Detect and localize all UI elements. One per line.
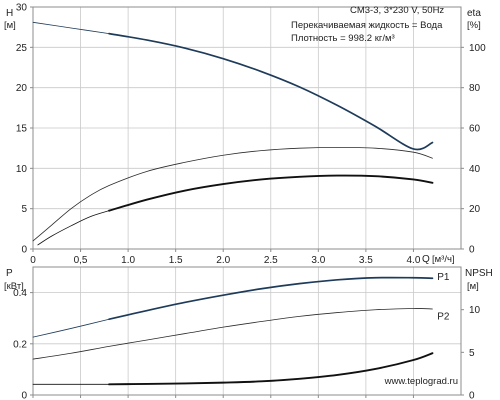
top-left-tick-label: 30 xyxy=(16,3,28,14)
top-left-tick-label: 20 xyxy=(16,83,28,94)
p1-curve xyxy=(108,276,434,321)
x-tick-label: 3.0 xyxy=(311,255,325,266)
p2-curve xyxy=(32,308,433,360)
x-tick-label: 1.5 xyxy=(169,255,183,266)
bottom-right-axis-label: NPSH xyxy=(465,268,493,279)
density-label: Плотность = 998.2 кг/м³ xyxy=(291,33,395,44)
top-left-axis-unit: [м] xyxy=(4,20,16,31)
bottom-right-tick-label: 10 xyxy=(469,305,481,316)
bottom-left-axis-unit: [кВт] xyxy=(4,281,24,292)
x-tick-label: 1.0 xyxy=(121,255,135,266)
bottom-left-tick-label: 0 xyxy=(21,391,27,400)
p2-series-label: P2 xyxy=(437,312,450,323)
power-npsh-chart: 0 0.2 0.4 0 5 10 P1 P2 P [кВт] NPSH [м] xyxy=(4,266,493,400)
head-curve xyxy=(108,32,434,151)
liquid-label: Перекачиваемая жидкость = Вода xyxy=(291,20,443,31)
x-tick-label: 0,5 xyxy=(74,255,88,266)
top-left-axis-label: H xyxy=(6,8,13,19)
x-tick-label: 2.0 xyxy=(216,255,230,266)
bottom-ticks: 0 0.2 0.4 0 5 10 xyxy=(13,288,480,400)
bottom-right-axis-unit: [м] xyxy=(467,281,479,292)
top-right-tick-label: 100 xyxy=(469,43,486,54)
x-axis-label: Q xyxy=(422,254,430,265)
top-left-tick-label: 10 xyxy=(16,164,28,175)
top-right-tick-label: 0 xyxy=(469,245,475,256)
watermark-text: www.teplograd.ru xyxy=(384,376,458,387)
efficiency-curve xyxy=(32,146,433,242)
top-left-tick-label: 15 xyxy=(16,124,28,135)
x-tick-label: 0 xyxy=(30,255,36,266)
bottom-right-tick-label: 5 xyxy=(469,348,475,359)
x-tick-label: 4.0 xyxy=(406,255,420,266)
bottom-grid xyxy=(33,267,461,395)
top-right-tick-label: 60 xyxy=(469,124,481,135)
top-left-tick-label: 25 xyxy=(16,43,28,54)
top-left-tick-label: 0 xyxy=(21,245,27,256)
npsh-curve xyxy=(108,352,434,386)
bottom-plot-frame xyxy=(32,266,462,396)
top-right-axis-label: eta xyxy=(467,8,481,19)
head-curve-extension xyxy=(32,21,110,35)
x-tick-label: 2.5 xyxy=(264,255,278,266)
top-grid xyxy=(33,6,461,249)
pump-model-label: CM3-3, 3*230 V, 50Hz xyxy=(350,5,444,16)
x-tick-label: 3.5 xyxy=(359,255,373,266)
top-right-axis-unit: [%] xyxy=(467,20,481,31)
bottom-left-tick-label: 0.4 xyxy=(13,288,27,299)
efficiency_total-curve xyxy=(108,174,434,212)
bottom-left-tick-label: 0.2 xyxy=(13,339,27,350)
top-curves xyxy=(32,21,434,246)
x-axis-unit: [м³/ч] xyxy=(432,254,455,265)
bottom-left-axis-label: P xyxy=(6,268,13,279)
p1-curve-extension xyxy=(32,318,110,338)
bottom-right-tick-label: 0 xyxy=(469,391,475,400)
top-right-tick-label: 80 xyxy=(469,83,481,94)
top-left-tick-label: 5 xyxy=(21,204,27,215)
bottom-curves: P1 P2 xyxy=(32,272,450,386)
top-right-tick-label: 20 xyxy=(469,204,481,215)
p1-series-label: P1 xyxy=(437,272,450,283)
head-efficiency-chart: 0 0,5 1.0 1.5 2.0 2.5 3.0 3.5 4.0 0 5 10 15 20 25 30 0 20… xyxy=(4,3,486,267)
top-ticks: 0 0,5 1.0 1.5 2.0 2.5 3.0 3.5 4.0 0 5 10 15 20 25 30 0 20… xyxy=(16,3,486,267)
efficiency_total-curve-extension xyxy=(37,210,110,246)
top-right-tick-label: 40 xyxy=(469,164,481,175)
